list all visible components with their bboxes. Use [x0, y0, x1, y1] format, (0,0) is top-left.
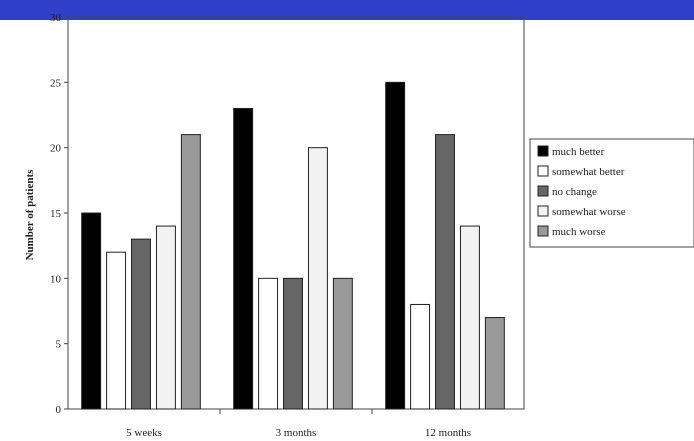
- bar: [283, 277, 303, 410]
- y-tick-label: 15: [50, 208, 62, 220]
- bar: [106, 251, 127, 410]
- x-axis: 5 weeks 3 months 12 months: [126, 409, 471, 439]
- legend-label: somewhat better: [552, 166, 625, 178]
- bar: [435, 134, 455, 410]
- bar: [332, 277, 353, 410]
- y-axis-title: Number of patients: [24, 169, 36, 261]
- bar: [484, 317, 505, 410]
- y-tick-label: 0: [56, 404, 62, 416]
- y-tick-label: 10: [50, 273, 62, 285]
- legend-swatch: [537, 145, 549, 157]
- legend-label: somewhat worse: [552, 206, 626, 218]
- x-tick-label: 3 months: [276, 427, 317, 439]
- legend-swatch: [537, 225, 549, 237]
- bar: [385, 81, 406, 410]
- bar: [180, 134, 201, 410]
- x-tick-label: 5 weeks: [126, 427, 162, 439]
- legend-label: much better: [552, 146, 605, 158]
- x-tick-label: 12 months: [425, 427, 471, 439]
- bars: [81, 81, 505, 410]
- legend-swatch: [537, 185, 549, 197]
- bar: [155, 225, 176, 410]
- bar: [233, 107, 254, 410]
- y-tick-label: 25: [50, 77, 62, 89]
- y-tick-label: 30: [50, 12, 62, 24]
- legend-swatch: [537, 205, 549, 217]
- legend: much better somewhat better no change somew…: [529, 138, 694, 248]
- legend-label: no change: [552, 186, 597, 198]
- header-band: [0, 0, 694, 20]
- y-tick-label: 5: [56, 339, 62, 351]
- y-axis: 0 5 10 15 20 25 30: [50, 12, 68, 416]
- bar: [459, 225, 480, 410]
- legend-swatch: [537, 165, 549, 177]
- y-tick-label: 20: [50, 143, 62, 155]
- bar: [131, 238, 151, 410]
- legend-label: much worse: [552, 226, 606, 238]
- bar: [410, 303, 431, 410]
- legend-box: [529, 138, 694, 248]
- bar: [258, 277, 279, 410]
- bar: [307, 147, 328, 410]
- bar: [81, 212, 102, 410]
